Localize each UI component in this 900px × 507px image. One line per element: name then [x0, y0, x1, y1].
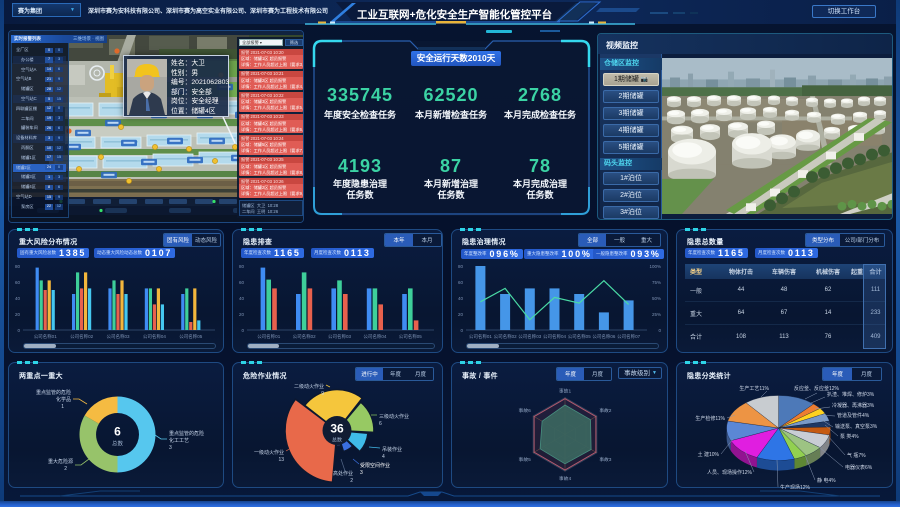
svg-text:事故1: 事故1 [559, 388, 572, 395]
svg-text:36: 36 [330, 422, 344, 436]
svg-text:静 电4%: 静 电4% [817, 477, 836, 484]
svg-text:管道及管件4%: 管道及管件4% [837, 412, 870, 419]
svg-text:公司名称03: 公司名称03 [518, 333, 542, 340]
svg-text:1: 1 [61, 404, 64, 410]
svg-text:80: 80 [15, 264, 21, 269]
svg-text:重点监管的危险: 重点监管的危险 [169, 430, 204, 437]
svg-text:0: 0 [658, 328, 661, 333]
svg-text:反应釜、反应釜12%: 反应釜、反应釜12% [794, 385, 840, 392]
svg-text:生产工艺11%: 生产工艺11% [739, 385, 769, 392]
svg-text:公司名称01: 公司名称01 [469, 333, 493, 340]
svg-text:人员、现场操作12%: 人员、现场操作12% [707, 469, 753, 476]
svg-text:总数: 总数 [112, 440, 124, 448]
svg-text:3: 3 [360, 470, 363, 476]
svg-text:生产现场12%: 生产现场12% [780, 484, 811, 489]
svg-text:2: 2 [64, 466, 67, 472]
svg-text:公司名称07: 公司名称07 [617, 333, 641, 340]
svg-text:25%: 25% [652, 312, 661, 317]
svg-text:化工工艺: 化工工艺 [169, 437, 189, 444]
svg-text:事故5: 事故5 [519, 456, 532, 463]
svg-text:公司名称05: 公司名称05 [179, 333, 203, 340]
svg-text:9: 9 [321, 391, 324, 397]
svg-text:0: 0 [17, 328, 20, 333]
svg-text:公司名称04: 公司名称04 [143, 333, 167, 340]
svg-text:总数: 总数 [332, 437, 342, 444]
svg-text:二级动火作业: 二级动火作业 [294, 383, 324, 390]
svg-text:输送泵、真空泵3%: 输送泵、真空泵3% [835, 423, 878, 430]
svg-text:4: 4 [382, 454, 385, 460]
svg-text:50%: 50% [652, 296, 661, 301]
svg-text:土 建10%: 土 建10% [698, 451, 720, 458]
svg-text:20: 20 [458, 312, 464, 317]
svg-text:公司名称04: 公司名称04 [363, 333, 387, 340]
svg-text:电器仪表6%: 电器仪表6% [845, 464, 873, 471]
svg-text:80: 80 [239, 264, 245, 269]
svg-text:40: 40 [15, 296, 21, 301]
svg-text:公司名称05: 公司名称05 [568, 333, 592, 340]
svg-text:公司名称05: 公司名称05 [399, 333, 423, 340]
svg-text:扒渣、堆焊、修炉3%: 扒渣、堆焊、修炉3% [827, 391, 875, 398]
svg-text:化学品: 化学品 [56, 396, 71, 403]
svg-text:40: 40 [458, 296, 464, 301]
svg-text:40: 40 [239, 296, 245, 301]
svg-text:公司名称06: 公司名称06 [592, 333, 616, 340]
svg-text:0: 0 [241, 328, 244, 333]
svg-text:吊装作业: 吊装作业 [382, 446, 402, 453]
svg-text:6: 6 [114, 425, 121, 439]
svg-text:事故3: 事故3 [599, 456, 612, 463]
svg-text:60: 60 [15, 280, 21, 285]
svg-text:公司名称02: 公司名称02 [494, 333, 518, 340]
svg-text:生产检修11%: 生产检修11% [695, 415, 725, 422]
svg-text:公司名称04: 公司名称04 [543, 333, 567, 340]
svg-text:公司名称03: 公司名称03 [328, 333, 352, 340]
svg-text:一级动火作业: 一级动火作业 [254, 449, 284, 456]
svg-text:13: 13 [278, 457, 284, 463]
svg-text:公司名称01: 公司名称01 [257, 333, 281, 340]
svg-text:3: 3 [169, 445, 172, 451]
svg-text:事故2: 事故2 [599, 407, 612, 414]
svg-text:受限空间作业: 受限空间作业 [360, 462, 390, 469]
svg-text:公司名称01: 公司名称01 [34, 333, 58, 340]
svg-text:事故6: 事故6 [519, 407, 532, 414]
svg-text:冷凝器、再沸器3%: 冷凝器、再沸器3% [832, 402, 875, 409]
svg-text:20: 20 [15, 312, 21, 317]
svg-text:60: 60 [239, 280, 245, 285]
svg-text:公司名称02: 公司名称02 [70, 333, 94, 340]
svg-text:20: 20 [239, 312, 245, 317]
svg-text:75%: 75% [652, 280, 661, 285]
svg-text:泵 类4%: 泵 类4% [840, 433, 859, 440]
svg-text:重点监管的危险: 重点监管的危险 [36, 389, 71, 396]
svg-text:重大危险源: 重大危险源 [48, 458, 73, 465]
svg-text:6: 6 [379, 421, 382, 427]
svg-text:公司名称02: 公司名称02 [293, 333, 317, 340]
svg-text:0: 0 [460, 328, 463, 333]
svg-text:气 瓶7%: 气 瓶7% [847, 452, 866, 459]
svg-text:80: 80 [458, 264, 464, 269]
svg-text:事故4: 事故4 [559, 475, 572, 482]
svg-text:高处作业: 高处作业 [333, 470, 353, 477]
svg-text:60: 60 [458, 280, 464, 285]
svg-text:100%: 100% [649, 264, 661, 269]
svg-text:三级动火作业: 三级动火作业 [379, 413, 409, 420]
svg-text:2: 2 [350, 478, 353, 484]
svg-text:公司名称03: 公司名称03 [106, 333, 130, 340]
